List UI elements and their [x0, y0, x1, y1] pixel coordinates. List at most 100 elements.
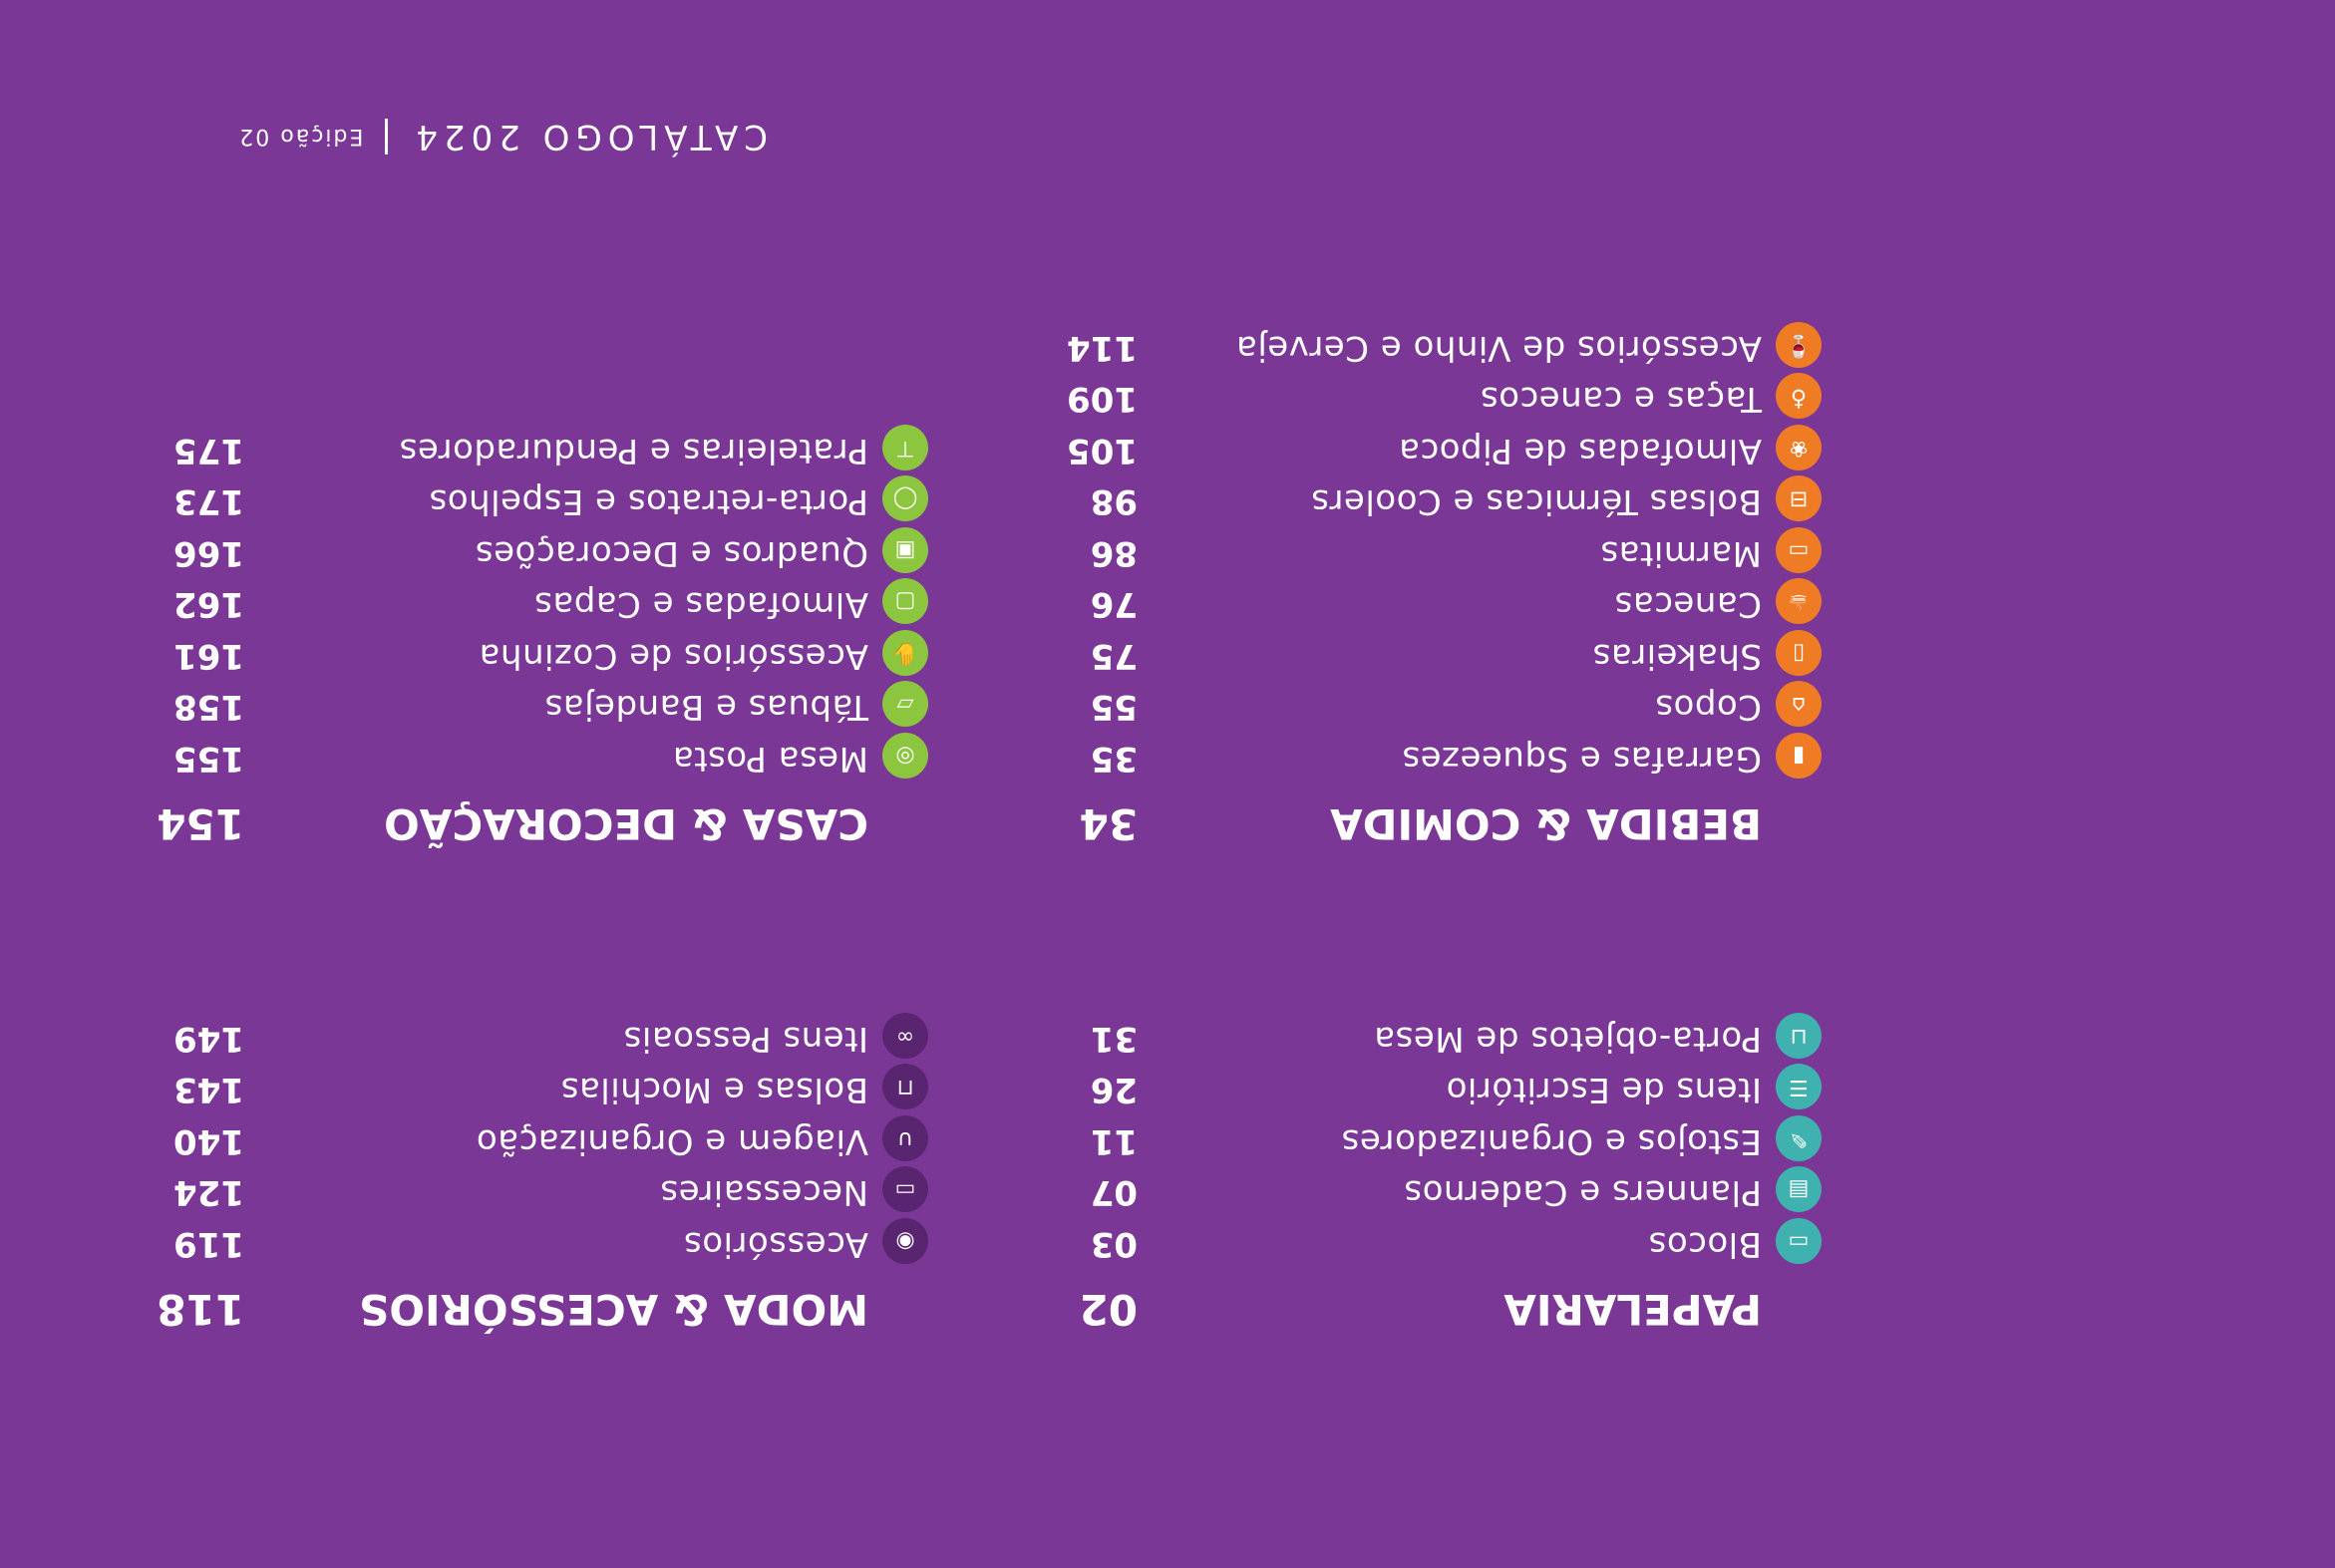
list-item[interactable]: ▤ Planners e Cadernos 07	[1004, 1165, 1822, 1217]
list-item[interactable]: ∪ Viagem e Organização 140	[111, 1114, 928, 1166]
catalog-title: CATÁLOGO 2024	[410, 117, 768, 157]
shaker-icon: ▯	[1776, 630, 1822, 676]
item-label: Canecas	[1614, 584, 1762, 625]
glass-icon: ♁	[1776, 373, 1822, 420]
travel-pillow-icon: ∪	[882, 1115, 928, 1161]
section-page-number[interactable]: 118	[157, 1285, 244, 1334]
item-page: 31	[1090, 1019, 1138, 1059]
shelf-icon: ⊤	[882, 425, 928, 470]
wine-icon: 🍷	[1776, 322, 1822, 368]
backpack-icon: ⊓	[882, 1064, 928, 1110]
item-page: 07	[1090, 1172, 1138, 1213]
section-page-number[interactable]: 154	[157, 799, 244, 848]
tray-icon: ▱	[882, 681, 928, 728]
glasses-icon: ∞	[882, 1013, 928, 1059]
notepad-icon: ▭	[1776, 1218, 1822, 1264]
item-page: 11	[1090, 1121, 1138, 1161]
item-page: 109	[1067, 379, 1138, 420]
list-item[interactable]: ▯ Shakeiras 75	[1004, 629, 1822, 681]
section-title[interactable]: PAPELARIA	[1503, 1285, 1762, 1334]
section-title[interactable]: BEBIDA & COMIDA	[1330, 799, 1762, 848]
item-page: 98	[1090, 481, 1138, 522]
item-page: 114	[1067, 328, 1138, 368]
list-item[interactable]: ✎ Estojos e Organizadores 11	[1004, 1114, 1822, 1166]
lunchbox-icon: ▭	[1776, 527, 1822, 573]
list-item[interactable]: ⊔ Porta-objetos de Mesa 31	[1004, 1012, 1822, 1064]
list-item[interactable]: ◯ Porta-retratos e Espelhos 173	[111, 474, 928, 526]
list-item[interactable]: ☕ Canecas 76	[1004, 577, 1822, 629]
item-page: 162	[173, 584, 244, 625]
list-item[interactable]: ▢ Almofadas e Capas 162	[111, 577, 928, 629]
list-item[interactable]: ▮ Garrafas e Squeezes 35	[1004, 732, 1822, 784]
list-item[interactable]: ▭ Blocos 03	[1004, 1217, 1822, 1269]
item-page: 175	[173, 431, 244, 470]
item-page: 26	[1090, 1070, 1138, 1110]
section-page-number[interactable]: 02	[1079, 1285, 1138, 1334]
list-item[interactable]: ♁ Taças e canecos 109	[1004, 372, 1822, 424]
item-page: 119	[173, 1224, 244, 1264]
bottle-icon: ▮	[1776, 733, 1822, 779]
list-item[interactable]: ◎ Mesa Posta 155	[111, 732, 928, 784]
mirror-icon: ◯	[882, 475, 928, 522]
header-divider	[385, 119, 389, 155]
item-label: Acessórios de Vinho e Cerveja	[1235, 328, 1762, 368]
glove-icon: ✋	[882, 630, 928, 676]
item-page: 124	[173, 1172, 244, 1213]
item-label: Almofadas e Capas	[533, 584, 868, 625]
list-item[interactable]: ▭ Necessaires 124	[111, 1165, 928, 1217]
item-label: Acessórios	[683, 1224, 868, 1264]
plate-icon: ◎	[882, 733, 928, 779]
cup-icon: ⌂	[1776, 681, 1822, 728]
item-label: Planners e Cadernos	[1403, 1172, 1762, 1213]
section-title[interactable]: MODA & ACESSÓRIOS	[359, 1285, 868, 1334]
list-item[interactable]: ⊤ Prateleiras e Penduradores 175	[111, 424, 928, 475]
section-moda-acessorios: MODA & ACESSÓRIOS 118 ◉ Acessórios 119 ▭…	[111, 1012, 928, 1334]
list-item[interactable]: ❀ Almofadas de Pipoca 105	[1004, 424, 1822, 475]
item-page: 166	[173, 533, 244, 573]
item-label: Blocos	[1648, 1224, 1762, 1264]
item-page: 173	[173, 481, 244, 522]
item-label: Acessórios de Cozinha	[479, 636, 868, 676]
list-item[interactable]: ◉ Acessórios 119	[111, 1217, 928, 1269]
item-page: 35	[1090, 739, 1138, 779]
list-item[interactable]: ✋ Acessórios de Cozinha 161	[111, 629, 928, 681]
list-item[interactable]: ☰ Itens de Escritório 26	[1004, 1063, 1822, 1114]
item-label: Viagem e Organização	[476, 1121, 868, 1161]
item-page: 155	[173, 739, 244, 779]
item-page: 143	[173, 1070, 244, 1110]
notebook-icon: ▤	[1776, 1166, 1822, 1213]
item-page: 75	[1090, 636, 1138, 676]
item-page: 86	[1090, 533, 1138, 573]
list-item[interactable]: 🍷 Acessórios de Vinho e Cerveja 114	[1004, 321, 1822, 373]
item-label: Prateleiras e Penduradores	[399, 431, 868, 470]
edition-label: Edição 02	[237, 124, 364, 150]
mug-icon: ☕	[1776, 578, 1822, 625]
item-label: Estojos e Organizadores	[1341, 1121, 1762, 1161]
item-label: Taças e canecos	[1480, 379, 1762, 420]
item-label: Shakeiras	[1592, 636, 1762, 676]
list-item[interactable]: ⊓ Bolsas e Mochilas 143	[111, 1063, 928, 1114]
section-bebida-comida: BEBIDA & COMIDA 34 ▮ Garrafas e Squeezes…	[1004, 321, 1822, 848]
list-item[interactable]: ∞ Itens Pessoais 149	[111, 1012, 928, 1064]
item-label: Quadros e Decorações	[475, 533, 868, 573]
popcorn-icon: ❀	[1776, 425, 1822, 470]
item-label: Copos	[1654, 687, 1762, 728]
section-title[interactable]: CASA & DECORAÇÃO	[384, 799, 868, 848]
list-item[interactable]: ▣ Quadros e Decorações 166	[111, 526, 928, 578]
item-page: 76	[1090, 584, 1138, 625]
item-page: 55	[1090, 687, 1138, 728]
item-page: 149	[173, 1019, 244, 1059]
item-label: Necessaires	[659, 1172, 868, 1213]
section-papelaria: PAPELARIA 02 ▭ Blocos 03 ▤ Planners e Ca…	[1004, 1012, 1822, 1334]
item-page: 140	[173, 1121, 244, 1161]
item-page: 105	[1067, 431, 1138, 470]
item-page: 161	[173, 636, 244, 676]
list-item[interactable]: ⊟ Bolsas Térmicas e Coolers 98	[1004, 474, 1822, 526]
list-item[interactable]: ⌂ Copos 55	[1004, 680, 1822, 732]
list-item[interactable]: ▱ Tábuas e Bandejas 158	[111, 680, 928, 732]
item-label: Itens Pessoais	[623, 1019, 868, 1059]
item-label: Bolsas e Mochilas	[560, 1070, 868, 1110]
list-item[interactable]: ▭ Marmitas 86	[1004, 526, 1822, 578]
section-page-number[interactable]: 34	[1079, 799, 1138, 848]
